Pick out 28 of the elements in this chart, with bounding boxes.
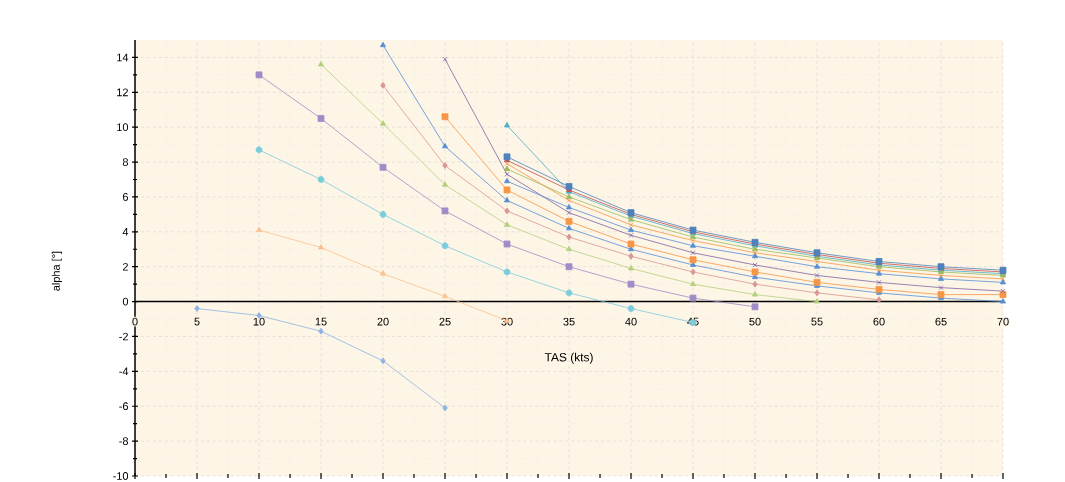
y-tick-label: 14 <box>117 53 129 62</box>
x-tick-label: 50 <box>749 317 761 326</box>
y-tick-label: 6 <box>122 193 129 201</box>
x-tick-label: 10 <box>253 317 265 326</box>
y-tick-label: 10 <box>117 123 129 132</box>
x-tick-label: 65 <box>935 317 947 326</box>
y-tick-label: -4 <box>119 367 129 376</box>
y-tick-label: 12 <box>117 88 128 97</box>
y-tick-label: 2 <box>122 262 128 271</box>
y-tick-label: 8 <box>122 158 129 166</box>
x-tick-label: 20 <box>377 317 389 326</box>
x-tick-label: 35 <box>563 317 575 326</box>
x-tick-label: 15 <box>315 317 327 326</box>
y-tick-label: -2 <box>119 332 128 341</box>
y-axis-title: alpha [°] <box>51 251 62 291</box>
x-tick-label: 70 <box>997 317 1009 326</box>
y-tick-label: 0 <box>122 297 129 306</box>
x-tick-label: 55 <box>811 317 823 326</box>
x-tick-label: 5 <box>194 317 200 326</box>
y-tick-label: 4 <box>122 228 129 236</box>
x-axis-title: TAS (kts) <box>544 352 593 364</box>
y-tick-label: -8 <box>119 437 129 445</box>
y-tick-label: -10 <box>113 472 129 480</box>
x-tick-label: 25 <box>439 317 451 326</box>
y-tick-label: -6 <box>119 402 129 411</box>
x-tick-label: 60 <box>873 317 885 326</box>
x-tick-label: 0 <box>132 317 138 326</box>
x-tick-label: 40 <box>625 317 637 326</box>
